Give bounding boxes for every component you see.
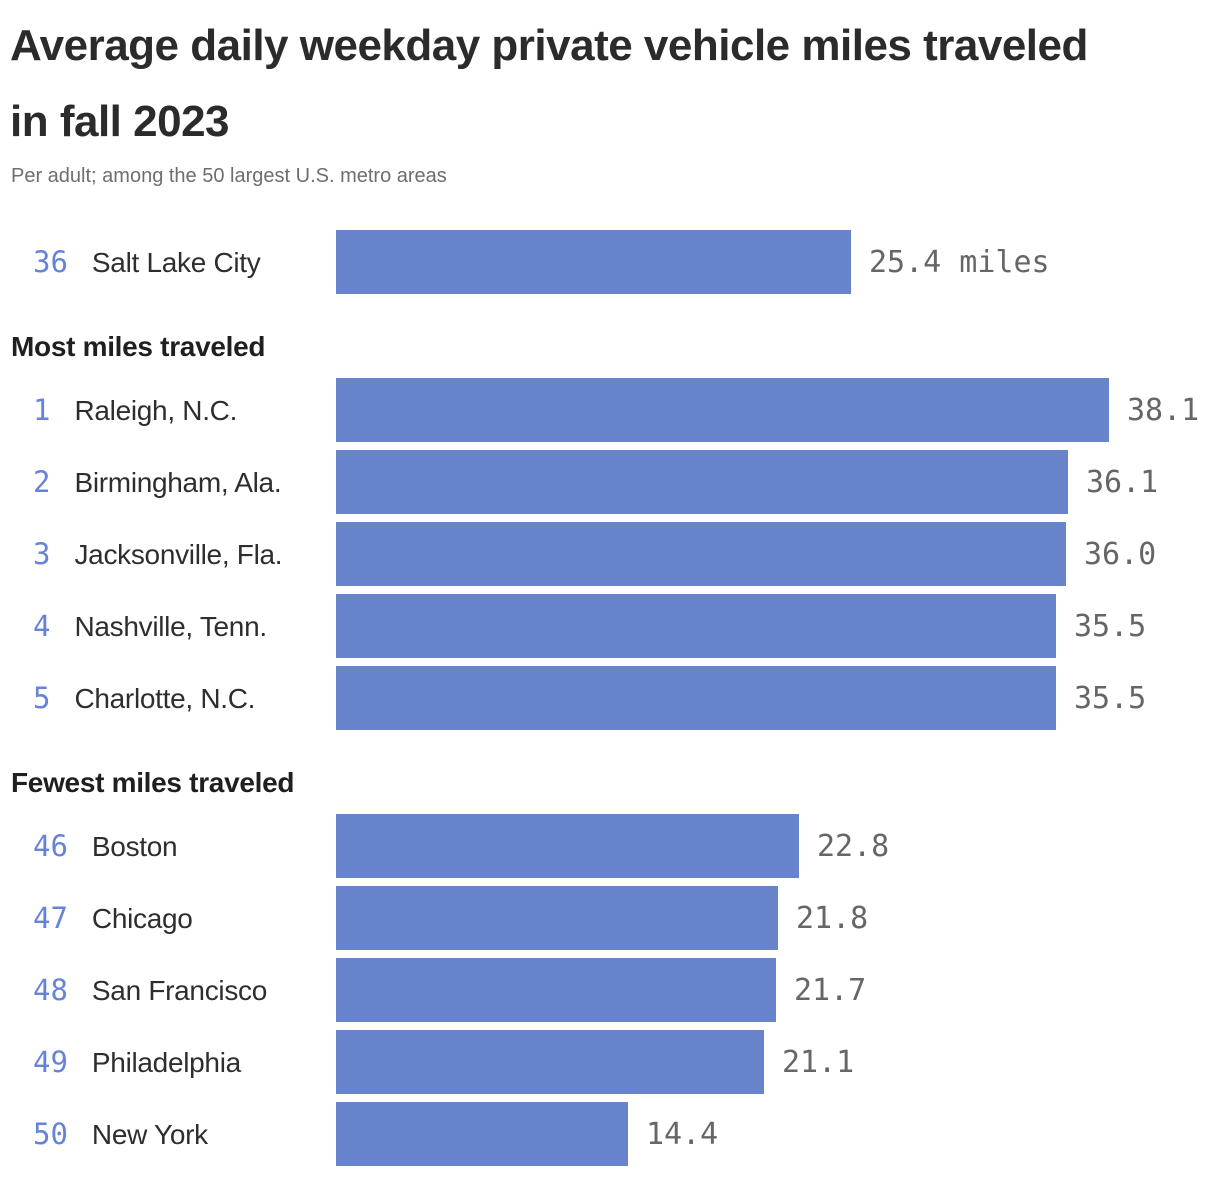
- rank-label: 48: [33, 973, 68, 1008]
- bar-row: 5 Charlotte, N.C. 35.5: [0, 666, 1220, 731]
- bar: [336, 522, 1066, 587]
- rank-label: 49: [33, 1045, 68, 1080]
- bar: [336, 230, 851, 295]
- value-label: 38.1: [1127, 392, 1200, 428]
- bar-row: 50 New York 14.4: [0, 1102, 1220, 1167]
- bar-chart: 36 Salt Lake City 25.4 miles Most miles …: [0, 230, 1220, 1167]
- bar-row: 4 Nashville, Tenn. 35.5: [0, 594, 1220, 659]
- city-label: Charlotte, N.C.: [74, 683, 256, 715]
- rank-label: 3: [33, 537, 51, 572]
- value-label: 35.5: [1074, 680, 1147, 716]
- bar: [336, 814, 799, 879]
- bar: [336, 378, 1109, 443]
- bar: [336, 450, 1068, 515]
- rank-label: 36: [33, 245, 68, 280]
- section-heading-fewest: Fewest miles traveled: [11, 767, 295, 799]
- row-label: 2 Birmingham, Ala.: [0, 465, 336, 499]
- city-label: Raleigh, N.C.: [74, 395, 238, 427]
- bar-row: 1 Raleigh, N.C. 38.1: [0, 378, 1220, 443]
- value-label: 25.4 miles: [869, 244, 1050, 280]
- chart-title: Average daily weekday private vehicle mi…: [10, 21, 1088, 146]
- value-label: 35.5: [1074, 608, 1147, 644]
- bar: [336, 1102, 628, 1167]
- row-label: 1 Raleigh, N.C.: [0, 393, 336, 427]
- chart-subtitle: Per adult; among the 50 largest U.S. met…: [11, 165, 447, 188]
- rank-label: 47: [33, 901, 68, 936]
- row-label: 5 Charlotte, N.C.: [0, 681, 336, 715]
- row-label: 46 Boston: [0, 829, 336, 863]
- row-label: 50 New York: [0, 1117, 336, 1151]
- value-label: 21.8: [796, 900, 869, 936]
- value-label: 22.8: [817, 828, 890, 864]
- rank-label: 1: [33, 393, 51, 428]
- city-label: Boston: [91, 831, 178, 863]
- bar-row: 47 Chicago 21.8: [0, 886, 1220, 951]
- value-label: 36.0: [1084, 536, 1157, 572]
- rank-label: 50: [33, 1117, 68, 1152]
- row-label: 4 Nashville, Tenn.: [0, 609, 336, 643]
- bar-row: 46 Boston 22.8: [0, 814, 1220, 879]
- rank-label: 2: [33, 465, 51, 500]
- bar: [336, 1030, 764, 1095]
- city-label: Jacksonville, Fla.: [74, 539, 283, 571]
- rank-label: 46: [33, 829, 68, 864]
- bar-row-highlight: 36 Salt Lake City 25.4 miles: [0, 230, 1220, 295]
- value-label: 36.1: [1086, 464, 1159, 500]
- bar-row: 2 Birmingham, Ala. 36.1: [0, 450, 1220, 515]
- city-label: San Francisco: [91, 975, 267, 1007]
- value-label: 21.7: [794, 972, 867, 1008]
- row-label: 47 Chicago: [0, 901, 336, 935]
- value-label: 14.4: [646, 1116, 719, 1152]
- bar: [336, 886, 778, 951]
- bar-row: 49 Philadelphia 21.1: [0, 1030, 1220, 1095]
- row-label: 3 Jacksonville, Fla.: [0, 537, 336, 571]
- city-label: Nashville, Tenn.: [74, 611, 267, 643]
- city-label: Birmingham, Ala.: [74, 467, 282, 499]
- rank-label: 5: [33, 681, 51, 716]
- row-label: 48 San Francisco: [0, 973, 336, 1007]
- row-label: 36 Salt Lake City: [0, 245, 336, 279]
- bar: [336, 666, 1056, 731]
- bar-row: 3 Jacksonville, Fla. 36.0: [0, 522, 1220, 587]
- rank-label: 4: [33, 609, 51, 644]
- bar: [336, 594, 1056, 659]
- row-label: 49 Philadelphia: [0, 1045, 336, 1079]
- bar: [336, 958, 776, 1023]
- bar-row: 48 San Francisco 21.7: [0, 958, 1220, 1023]
- city-label: Chicago: [91, 903, 193, 935]
- section-heading-most: Most miles traveled: [11, 331, 266, 363]
- city-label: New York: [91, 1119, 208, 1151]
- city-label: Salt Lake City: [91, 247, 261, 279]
- city-label: Philadelphia: [91, 1047, 241, 1079]
- value-label: 21.1: [782, 1044, 855, 1080]
